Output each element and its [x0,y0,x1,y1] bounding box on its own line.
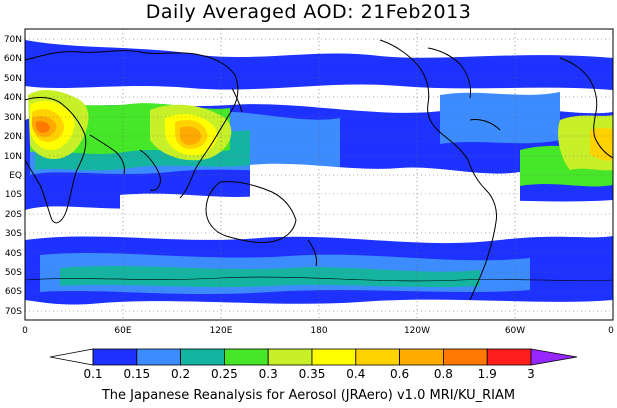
colorbar-label: 1.9 [478,367,497,381]
colorbar-label: 0.3 [259,367,278,381]
colorbar-label: 0.1 [83,367,102,381]
lat-label: 10N [4,152,22,162]
lat-label: 60N [4,54,22,64]
coastlines [25,39,613,301]
colorbar-segment [92,348,138,366]
lat-label: 10S [5,190,22,200]
lat-label: 40S [5,249,22,259]
lon-label: 120E [210,326,233,336]
lat-label: 30S [5,229,22,239]
lat-label: 70N [4,35,22,45]
colorbar-label: 0.15 [123,367,150,381]
lat-label: EQ [9,171,22,181]
lat-label: 60S [5,287,22,297]
aod-field [25,40,613,305]
colorbar-label: 0.2 [171,367,190,381]
graticule [25,29,613,320]
colorbar-segment [486,348,532,366]
lon-label: 0 [22,326,28,336]
colorbar-segment [399,348,444,366]
colorbar-label: 0.8 [434,367,453,381]
colorbar-label: 3 [527,367,535,381]
lat-label: 50S [5,268,22,278]
colorbar-label: 0.25 [211,367,238,381]
map-title: Daily Averaged AOD: 21Feb2013 [145,1,472,23]
colorbar-segment [180,348,225,366]
lon-label: 0 [608,326,614,336]
colorbar-segment [355,348,400,366]
colorbar-label: 0.6 [390,367,409,381]
lat-label: 50N [4,74,22,84]
latitude-labels: 70N 60N 50N 40N 30N 20N 10N EQ 10S 20S 3… [4,35,22,317]
lon-label: 60E [114,326,131,336]
lon-label: 60W [505,326,525,336]
lat-label: 70S [5,307,22,317]
map-frame [24,28,614,321]
colorbar: 0.1 0.15 0.2 0.25 0.3 0.35 0.4 0.6 0.8 1.9 3 [49,348,578,381]
colorbar-segment [267,348,313,366]
colorbar-segment [49,348,94,366]
lat-label: 20S [5,210,22,220]
colorbar-segment [311,348,357,366]
lat-label: 20N [4,132,22,142]
colorbar-label: 0.35 [299,367,326,381]
lat-label: 30N [4,113,22,123]
colorbar-segment [136,348,182,366]
colorbar-label: 0.4 [346,367,365,381]
lon-label: 180 [310,326,327,336]
colorbar-segment [442,348,488,366]
credit-line: The Japanese Reanalysis for Aerosol (JRA… [101,388,516,403]
lat-label: 40N [4,93,22,103]
lon-label: 120W [404,326,430,336]
colorbar-segment [530,348,578,366]
longitude-labels: 0 60E 120E 180 120W 60W 0 [22,326,614,336]
colorbar-segment [223,348,269,366]
